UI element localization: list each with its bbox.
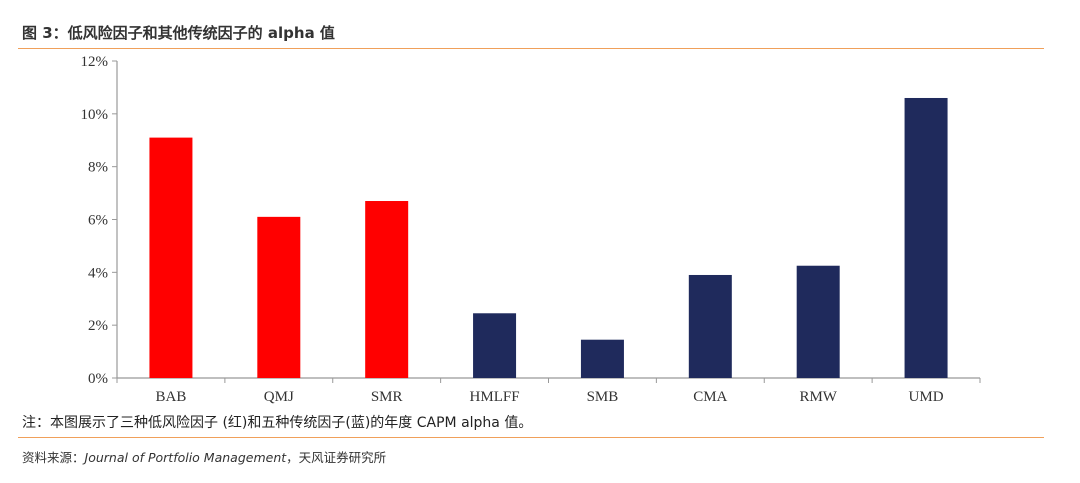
x-tick-label: HMLFF [470, 389, 520, 405]
x-tick-label: SMR [371, 389, 403, 405]
y-tick-label: 4% [88, 265, 108, 281]
x-tick-label: CMA [693, 389, 727, 405]
y-tick-label: 2% [88, 318, 108, 334]
y-tick-label: 12% [81, 54, 109, 70]
bar-chart: 0% 2% 4% 6% 8% 10% 12% BAB QMJ SMR HMLFF SMB CMA RMW… [81, 54, 981, 405]
x-axis-labels: BAB QMJ SMR HMLFF SMB CMA RMW UMD [156, 389, 944, 405]
source-journal: Journal of Portfolio Management [84, 450, 287, 465]
title-divider [18, 48, 1044, 49]
bar-smb [580, 339, 624, 378]
chart-axes [116, 61, 981, 383]
y-tick-label: 8% [88, 160, 108, 176]
bar-bab [149, 137, 193, 378]
y-tick-label: 10% [81, 107, 109, 123]
bar-rmw [796, 265, 840, 378]
bar-cma [688, 274, 732, 378]
figure-source: 资料来源：Journal of Portfolio Management，天风证… [22, 447, 386, 466]
x-tick-label: QMJ [264, 389, 294, 405]
x-tick-label: SMB [587, 389, 619, 405]
chart-bars [149, 97, 948, 378]
bar-qmj [257, 216, 301, 378]
note-divider [18, 437, 1044, 438]
source-prefix: 资料来源： [22, 450, 85, 465]
y-tick-label: 6% [88, 213, 108, 229]
bar-umd [904, 97, 948, 378]
bar-smr [365, 201, 409, 378]
bar-hmlff [473, 313, 517, 378]
x-tick-label: UMD [909, 389, 944, 405]
y-tick-label: 0% [88, 371, 108, 387]
source-suffix: ，天风证券研究所 [286, 450, 387, 465]
x-tick-label: RMW [799, 389, 837, 405]
figure-note: 注：本图展示了三种低风险因子 (红)和五种传统因子(蓝)的年度 CAPM alp… [22, 415, 533, 431]
y-axis-ticks: 0% 2% 4% 6% 8% 10% 12% [81, 54, 117, 387]
x-tick-label: BAB [156, 389, 187, 405]
figure-title: 图 3：低风险因子和其他传统因子的 alpha 值 [22, 24, 335, 42]
